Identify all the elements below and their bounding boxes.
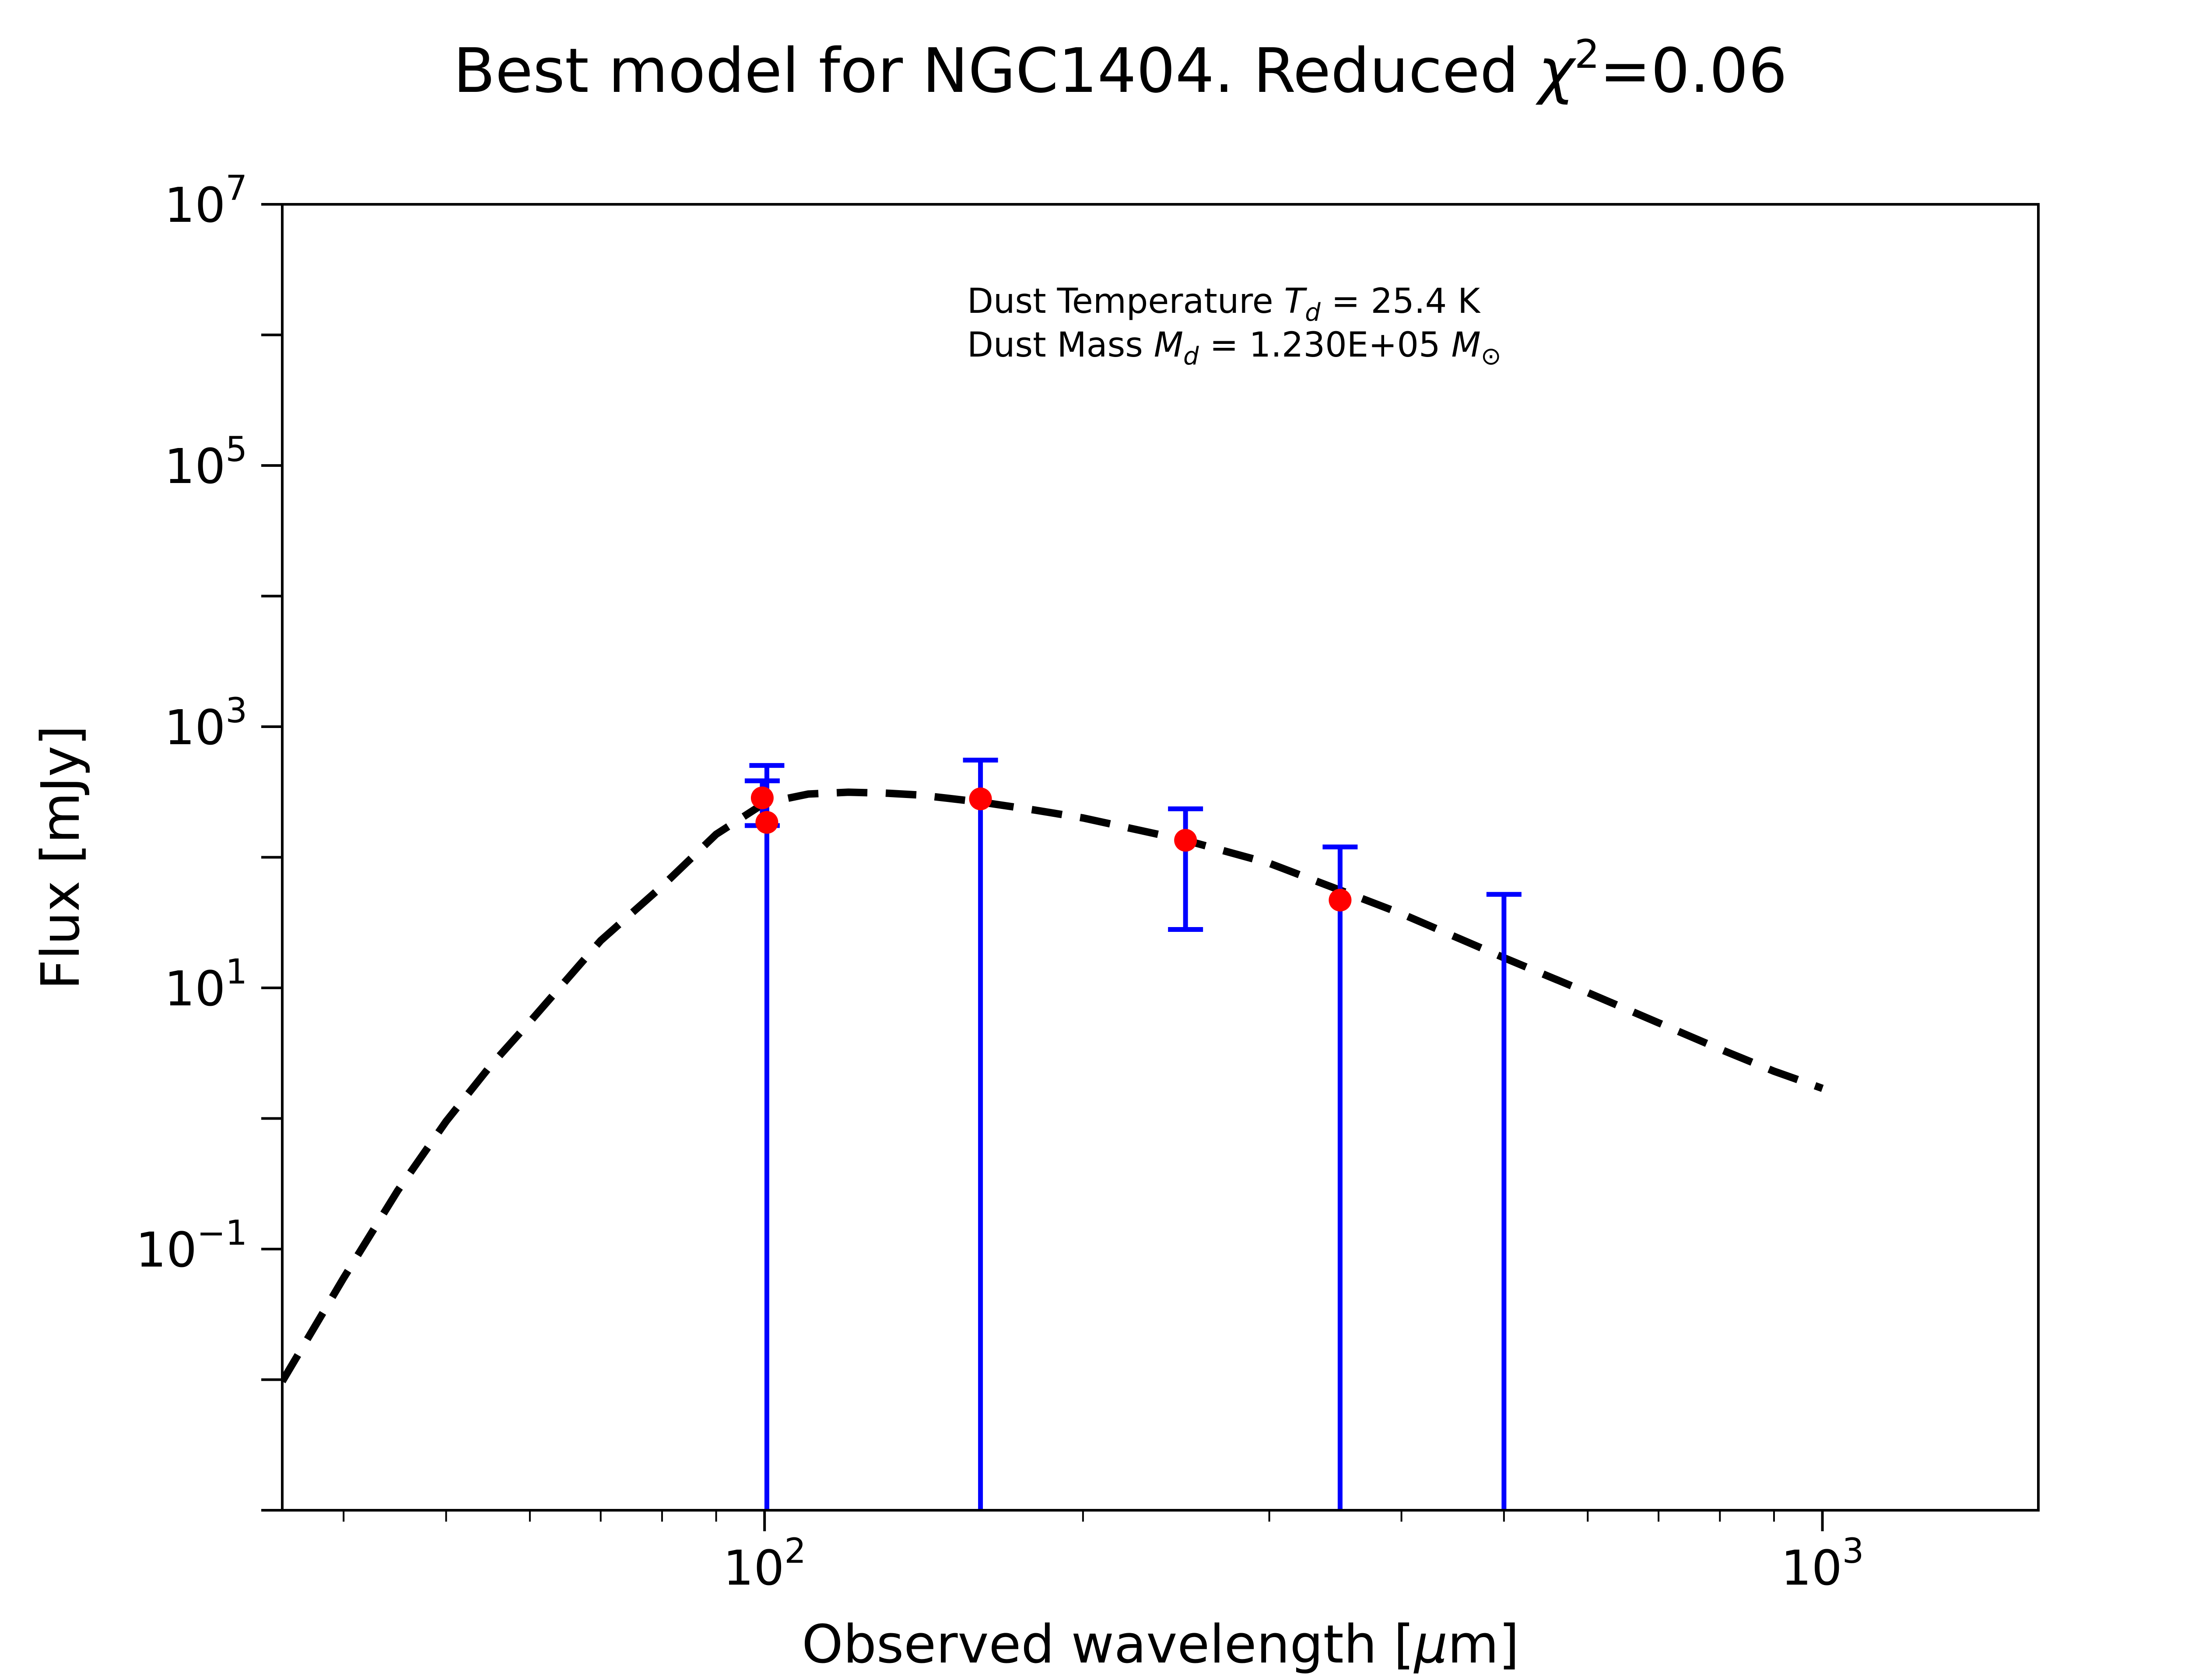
data-point	[750, 786, 774, 809]
fit-annotation: Dust Temperature Td = 25.4 K Dust Mass M…	[967, 282, 1501, 371]
y-tick-label: 107	[164, 169, 247, 233]
dust-mass-label: Dust Mass Md = 1.230E+05 M⊙	[967, 326, 1501, 371]
data-point	[1329, 889, 1352, 912]
y-axis-label: Flux [mJy]	[31, 725, 91, 990]
y-tick-label: 103	[164, 691, 247, 756]
axis-ticks: 102 103 10−1 101 103 105 107	[136, 169, 1864, 1596]
x-tick-label: 103	[1781, 1532, 1864, 1596]
x-axis-label: Observed wavelength [μm]	[802, 1614, 1519, 1675]
x-tick-label: 102	[723, 1532, 806, 1596]
y-tick-label: 105	[164, 430, 247, 494]
chart-title: Best model for NGC1404. Reduced χ2=0.06	[453, 32, 1788, 107]
plot-area	[282, 757, 1824, 1510]
data-point	[969, 788, 992, 811]
model-curve	[282, 788, 1824, 1383]
data-point	[1174, 829, 1197, 852]
dust-temperature-label: Dust Temperature Td = 25.4 K	[967, 282, 1481, 327]
data-point	[755, 811, 778, 834]
y-tick-label: 10−1	[136, 1214, 247, 1278]
y-tick-label: 101	[164, 952, 247, 1017]
